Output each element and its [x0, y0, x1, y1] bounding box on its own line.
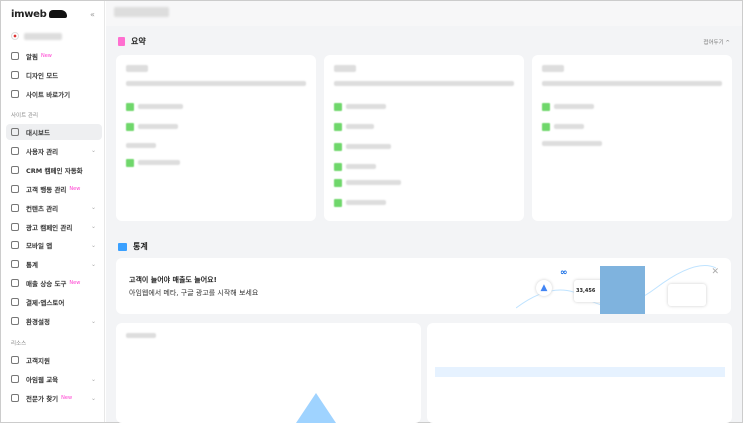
- sidebar-item-res-2[interactable]: 전문가 찾기 New ⌄: [6, 390, 102, 406]
- stats-card-left: [116, 323, 421, 423]
- ad-banner[interactable]: 고객이 늘어야 매출도 늘어요! 아임웹에서 메타, 구글 광고를 시작해 보세…: [116, 258, 731, 314]
- sidebar-item-label: 결제·앱스토어: [26, 299, 65, 308]
- fold-button[interactable]: 접어두기 ^: [703, 40, 730, 46]
- chevron-down-icon[interactable]: ⌄: [90, 317, 96, 325]
- sidebar-item-top-2[interactable]: 사이트 바로가기: [6, 86, 102, 102]
- site-5-icon: [11, 222, 19, 231]
- google-ads-icon: ▲: [536, 280, 552, 296]
- res-2-icon: [11, 394, 19, 402]
- chevron-down-icon[interactable]: ⌄: [90, 204, 96, 212]
- top-1-icon: [11, 71, 19, 79]
- site-2-icon: [11, 165, 19, 174]
- top-0-icon: [11, 52, 19, 60]
- sidebar-item-label: 고객 행동 관리: [26, 185, 67, 194]
- sidebar-item-label: 광고 캠페인 관리: [26, 223, 73, 232]
- sidebar-item-site-3[interactable]: 고객 행동 관리 New: [6, 181, 102, 197]
- summary-header: 요약: [118, 36, 146, 47]
- sidebar-item-top-1[interactable]: 디자인 모드: [6, 67, 102, 83]
- section-site-management: 사이트 관리: [11, 113, 39, 119]
- site-1-icon: [11, 146, 19, 155]
- site-3-icon: [11, 184, 19, 193]
- banner-headline: 고객이 늘어야 매출도 늘어요!: [129, 276, 217, 284]
- sidebar-item-site-10[interactable]: 환경설정 ⌄: [6, 313, 102, 329]
- summary-card-1: [116, 55, 316, 221]
- metric-card: 33,456: [574, 280, 606, 302]
- res-0-icon: [11, 356, 19, 364]
- product-image: [600, 266, 645, 314]
- sidebar-item-label: 모바일 앱: [26, 242, 53, 251]
- site-10-icon: [11, 317, 19, 325]
- sidebar-item-label: 디자인 모드: [26, 72, 59, 80]
- site-7-icon: [11, 260, 19, 269]
- chevron-down-icon[interactable]: ⌄: [90, 241, 96, 249]
- main-content: 요약 접어두기 ^ 통계 고객이 늘어야 매출도 늘어요! 아임웹에서 메타, …: [106, 1, 742, 423]
- summary-card-3: [532, 55, 732, 221]
- new-badge: New: [69, 280, 81, 287]
- sidebar-item-site-1[interactable]: 사용자 관리 ⌄: [6, 143, 102, 159]
- sidebar-item-label: 아임웹 교육: [26, 376, 59, 384]
- site-name-redacted: [24, 32, 62, 40]
- sidebar-item-label: 알림: [26, 53, 38, 61]
- section-resources: 리소스: [11, 341, 27, 347]
- close-banner-icon[interactable]: ✕: [711, 267, 719, 277]
- stats-header: 통계: [118, 241, 148, 252]
- chevron-down-icon[interactable]: ⌄: [90, 260, 96, 268]
- sidebar-item-site-8[interactable]: 매출 상승 도구 New: [6, 275, 102, 291]
- sidebar-item-site-6[interactable]: 모바일 앱 ⌄: [6, 237, 102, 253]
- summary-card-2: [324, 55, 524, 221]
- site-6-icon: [11, 241, 19, 250]
- banner-subtext: 아임웹에서 메타, 구글 광고를 시작해 보세요: [129, 289, 259, 297]
- top-2-icon: [11, 90, 19, 98]
- sidebar-item-res-0[interactable]: 고객지원: [6, 352, 102, 368]
- new-badge: New: [61, 395, 73, 401]
- document-icon: [118, 37, 125, 46]
- sidebar-item-site-0[interactable]: 대시보드: [6, 124, 102, 140]
- sidebar-item-label: 환경설정: [26, 318, 50, 326]
- res-1-icon: [11, 375, 19, 383]
- new-badge: New: [69, 185, 81, 192]
- sidebar-item-label: 사이트 바로가기: [26, 91, 71, 99]
- sidebar-item-site-7[interactable]: 통계 ⌄: [6, 256, 102, 272]
- site-0-icon: [11, 128, 19, 136]
- new-badge: New: [40, 53, 52, 59]
- sidebar-item-top-0[interactable]: 알림 New: [6, 48, 102, 64]
- sidebar-item-site-4[interactable]: 컨텐츠 관리 ⌄: [6, 200, 102, 216]
- sidebar-item-label: 사용자 관리: [26, 147, 59, 156]
- chevron-down-icon[interactable]: ⌄: [90, 375, 96, 383]
- sidebar-item-label: 컨텐츠 관리: [26, 204, 59, 213]
- imweb-logo[interactable]: imweb: [11, 9, 67, 20]
- sidebar-item-label: 대시보드: [26, 129, 50, 137]
- sidebar-item-res-1[interactable]: 아임웹 교육 ⌄: [6, 371, 102, 387]
- stats-card-right: [427, 323, 732, 423]
- sidebar: imweb « 알림 New 디자인 모드 사이트 바로가기 사이트 관리 대시보드 사용자…: [1, 1, 105, 422]
- sidebar-item-label: 통계: [26, 261, 38, 270]
- stats-card: [668, 284, 706, 306]
- top-bar: [106, 1, 742, 26]
- sidebar-item-label: 전문가 찾기: [26, 395, 59, 403]
- sidebar-item-site-5[interactable]: 광고 캠페인 관리 ⌄: [6, 219, 102, 235]
- sidebar-item-site-9[interactable]: 결제·앱스토어: [6, 294, 102, 310]
- site-4-icon: [11, 203, 19, 212]
- sidebar-item-label: 매출 상승 도구: [26, 280, 67, 289]
- collapse-sidebar-icon[interactable]: «: [90, 10, 95, 19]
- sidebar-item-site-2[interactable]: CRM 캠페인 자동화: [6, 162, 102, 178]
- sidebar-item-label: 고객지원: [26, 357, 50, 365]
- meta-icon: ∞: [560, 268, 568, 278]
- chevron-down-icon[interactable]: ⌄: [90, 394, 96, 402]
- korea-flag-icon: [11, 32, 19, 40]
- site-9-icon: [11, 298, 19, 307]
- chevron-down-icon[interactable]: ⌄: [90, 223, 96, 230]
- summary-title: 요약: [131, 37, 146, 46]
- stats-chart: [276, 393, 336, 423]
- chart-icon: [118, 242, 127, 251]
- sidebar-item-label: CRM 캠페인 자동화: [26, 166, 83, 175]
- stats-title: 통계: [133, 242, 148, 251]
- chevron-down-icon[interactable]: ⌄: [90, 147, 96, 155]
- site-8-icon: [11, 279, 19, 288]
- site-selector[interactable]: [11, 32, 62, 40]
